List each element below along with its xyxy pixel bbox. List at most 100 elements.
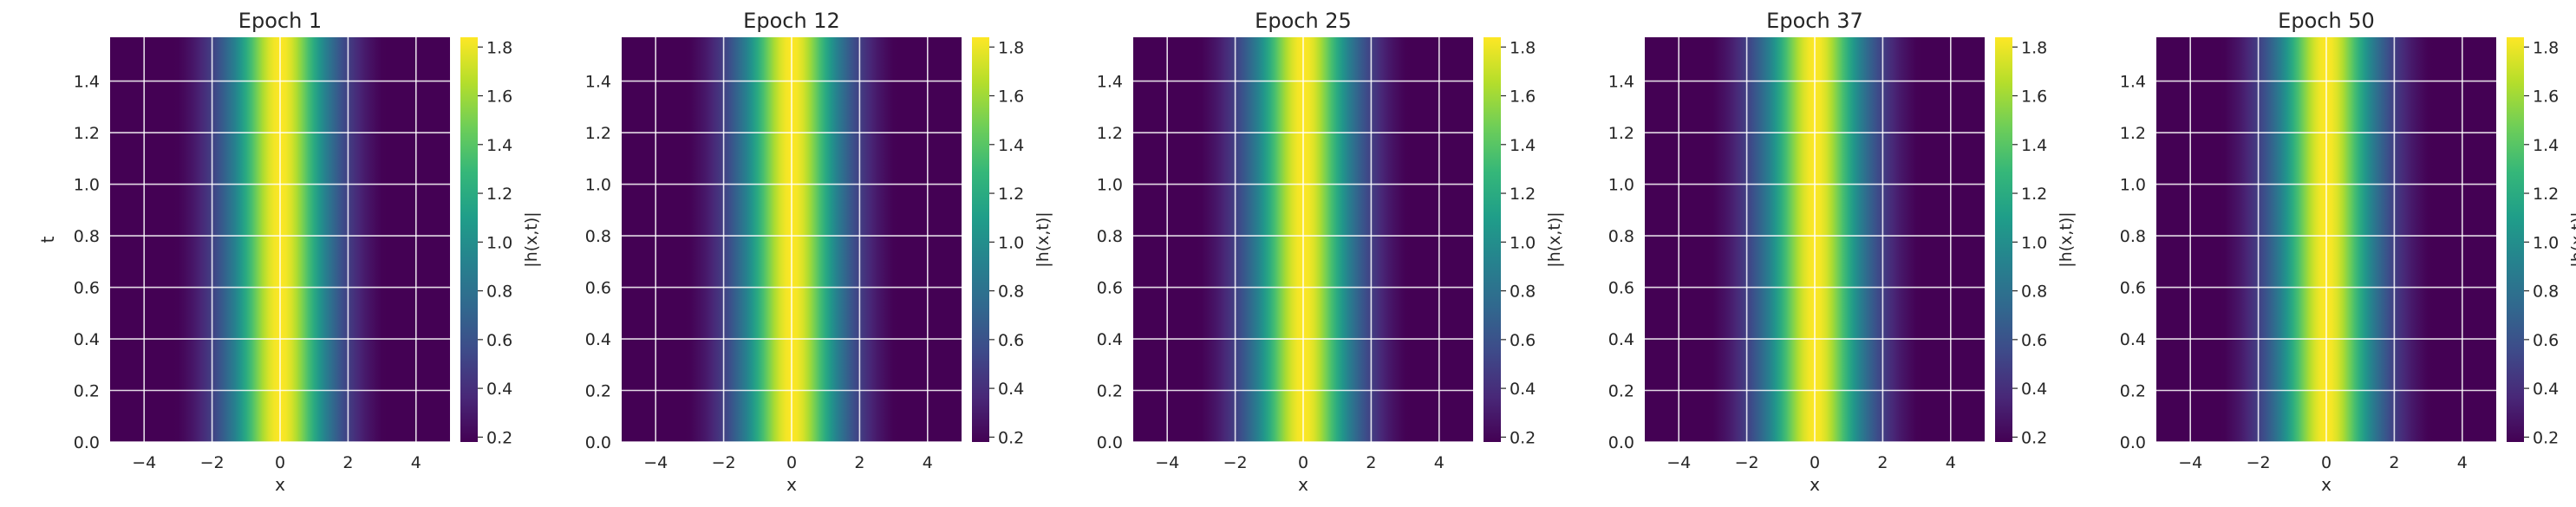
y-tick-label: 0.2 bbox=[585, 382, 611, 401]
y-tick-label: 0.6 bbox=[1608, 279, 1634, 298]
colorbar-tick-label: 1.8 bbox=[2533, 38, 2559, 57]
y-tick-label: 0.2 bbox=[74, 382, 100, 401]
y-tick-label: 1.2 bbox=[2120, 124, 2146, 143]
colorbar-tick-label: 1.0 bbox=[2533, 233, 2559, 252]
chart-title: Epoch 1 bbox=[238, 9, 322, 33]
colorbar-tick-label: 1.8 bbox=[1510, 38, 1536, 57]
colorbar-tick-label: 0.6 bbox=[486, 331, 512, 350]
colorbar-tick-label: 0.4 bbox=[486, 380, 512, 399]
colorbar-tick-label: 1.8 bbox=[2021, 38, 2047, 57]
colorbar bbox=[2507, 37, 2524, 442]
x-axis-label: x bbox=[1298, 474, 1308, 495]
chart-title: Epoch 37 bbox=[1766, 9, 1863, 33]
y-tick-label: 1.4 bbox=[2120, 73, 2146, 92]
colorbar-tick-label: 1.6 bbox=[2533, 88, 2559, 107]
y-tick-label: 0.6 bbox=[2120, 279, 2146, 298]
y-tick-label: 1.0 bbox=[74, 176, 100, 195]
x-tick-label: −2 bbox=[1735, 453, 1759, 472]
y-tick-label: 1.4 bbox=[585, 73, 611, 92]
y-axis-label: t bbox=[37, 236, 58, 243]
x-tick-label: −2 bbox=[712, 453, 736, 472]
y-tick-label: 0.6 bbox=[1097, 279, 1123, 298]
x-tick-label: −2 bbox=[200, 453, 225, 472]
y-tick-label: 0.8 bbox=[585, 227, 611, 246]
colorbar-tick-label: 0.6 bbox=[1510, 331, 1536, 350]
x-tick-label: 4 bbox=[1434, 453, 1445, 472]
y-tick-label: 0.4 bbox=[2120, 330, 2146, 349]
y-tick-label: 0.4 bbox=[1608, 330, 1634, 349]
colorbar-tick-label: 0.2 bbox=[1510, 428, 1536, 447]
y-tick-label: 0.4 bbox=[585, 330, 611, 349]
y-tick-label: 0.8 bbox=[2120, 227, 2146, 246]
colorbar-tick-label: 0.8 bbox=[486, 283, 512, 302]
colorbar-tick-label: 0.2 bbox=[998, 428, 1024, 447]
y-tick-label: 0.4 bbox=[1097, 330, 1123, 349]
x-tick-label: 4 bbox=[923, 453, 933, 472]
colorbar-label: |h(x,t)| bbox=[2057, 211, 2076, 267]
colorbar-tick-label: 1.0 bbox=[486, 233, 512, 252]
x-tick-label: 4 bbox=[1946, 453, 1956, 472]
x-tick-label: 2 bbox=[1877, 453, 1888, 472]
colorbar-tick-label: 0.4 bbox=[1510, 380, 1536, 399]
colorbar-tick-label: 1.0 bbox=[1510, 233, 1536, 252]
colorbar-tick-label: 1.6 bbox=[486, 88, 512, 107]
chart-title: Epoch 12 bbox=[743, 9, 840, 33]
colorbar-tick-label: 1.8 bbox=[998, 38, 1024, 57]
x-axis-label: x bbox=[1810, 474, 1820, 495]
colorbar-label: |h(x,t)| bbox=[1545, 211, 1564, 267]
y-tick-label: 0.0 bbox=[585, 433, 611, 452]
colorbar-tick-label: 1.0 bbox=[2021, 233, 2047, 252]
colorbar-tick-label: 1.2 bbox=[2021, 185, 2047, 204]
colorbar bbox=[1995, 37, 2012, 442]
x-axis-label: x bbox=[2321, 474, 2331, 495]
y-tick-label: 0.2 bbox=[2120, 382, 2146, 401]
y-tick-label: 0.2 bbox=[1097, 382, 1123, 401]
x-tick-label: 0 bbox=[1810, 453, 1820, 472]
y-tick-label: 0.0 bbox=[1097, 433, 1123, 452]
panel-4: −4 −2 0 2 4 0.0 0.2 0.4 0.6 0.8 1.0 1.2 1.4 Epoch 37 x… bbox=[1608, 9, 2076, 495]
y-tick-label: 0.0 bbox=[2120, 433, 2146, 452]
y-tick-label: 1.0 bbox=[2120, 176, 2146, 195]
y-tick-label: 1.4 bbox=[1097, 73, 1123, 92]
colorbar-tick-label: 1.4 bbox=[486, 136, 512, 155]
colorbar-tick-label: 0.2 bbox=[486, 428, 512, 447]
colorbar-tick-label: 1.4 bbox=[2533, 136, 2559, 155]
y-tick-label: 1.0 bbox=[1608, 176, 1634, 195]
x-tick-label: 2 bbox=[342, 453, 353, 472]
colorbar-tick-label: 0.8 bbox=[2533, 283, 2559, 302]
y-tick-label: 1.0 bbox=[585, 176, 611, 195]
x-tick-label: −2 bbox=[1223, 453, 1248, 472]
y-tick-label: 1.2 bbox=[74, 124, 100, 143]
y-tick-label: 0.6 bbox=[74, 279, 100, 298]
x-tick-label: 0 bbox=[275, 453, 285, 472]
chart-title: Epoch 50 bbox=[2278, 9, 2375, 33]
colorbar-tick-label: 0.8 bbox=[2021, 283, 2047, 302]
colorbar-tick-label: 1.6 bbox=[998, 88, 1024, 107]
colorbar bbox=[972, 37, 989, 442]
colorbar-tick-label: 0.6 bbox=[2021, 331, 2047, 350]
colorbar-tick-label: 1.4 bbox=[2021, 136, 2047, 155]
x-tick-label: 0 bbox=[786, 453, 797, 472]
panel-1: −4 −2 0 2 4 0.0 0.2 0.4 0.6 0.8 1.0 1.2 1.4 Epoch 1 x t… bbox=[37, 9, 541, 495]
colorbar-tick-label: 1.6 bbox=[1510, 88, 1536, 107]
y-tick-label: 0.0 bbox=[1608, 433, 1634, 452]
colorbar-label: |h(x,t)| bbox=[1034, 211, 1053, 267]
y-tick-label: 1.4 bbox=[74, 73, 100, 92]
colorbar-tick-label: 0.8 bbox=[1510, 283, 1536, 302]
y-tick-label: 0.8 bbox=[74, 227, 100, 246]
x-tick-label: 4 bbox=[2457, 453, 2468, 472]
colorbar-tick-label: 0.6 bbox=[2533, 331, 2559, 350]
x-tick-label: 0 bbox=[1298, 453, 1308, 472]
x-axis-label: x bbox=[786, 474, 797, 495]
colorbar-tick-label: 1.2 bbox=[998, 185, 1024, 204]
y-tick-label: 0.6 bbox=[585, 279, 611, 298]
y-tick-label: 1.4 bbox=[1608, 73, 1634, 92]
y-tick-label: 0.2 bbox=[1608, 382, 1634, 401]
colorbar-tick-label: 1.2 bbox=[2533, 185, 2559, 204]
x-tick-label: −2 bbox=[2247, 453, 2271, 472]
x-tick-label: −4 bbox=[1666, 453, 1691, 472]
y-tick-label: 0.8 bbox=[1608, 227, 1634, 246]
y-tick-label: 1.2 bbox=[1608, 124, 1634, 143]
colorbar-tick-label: 0.4 bbox=[998, 380, 1024, 399]
colorbar-tick-label: 1.4 bbox=[1510, 136, 1536, 155]
